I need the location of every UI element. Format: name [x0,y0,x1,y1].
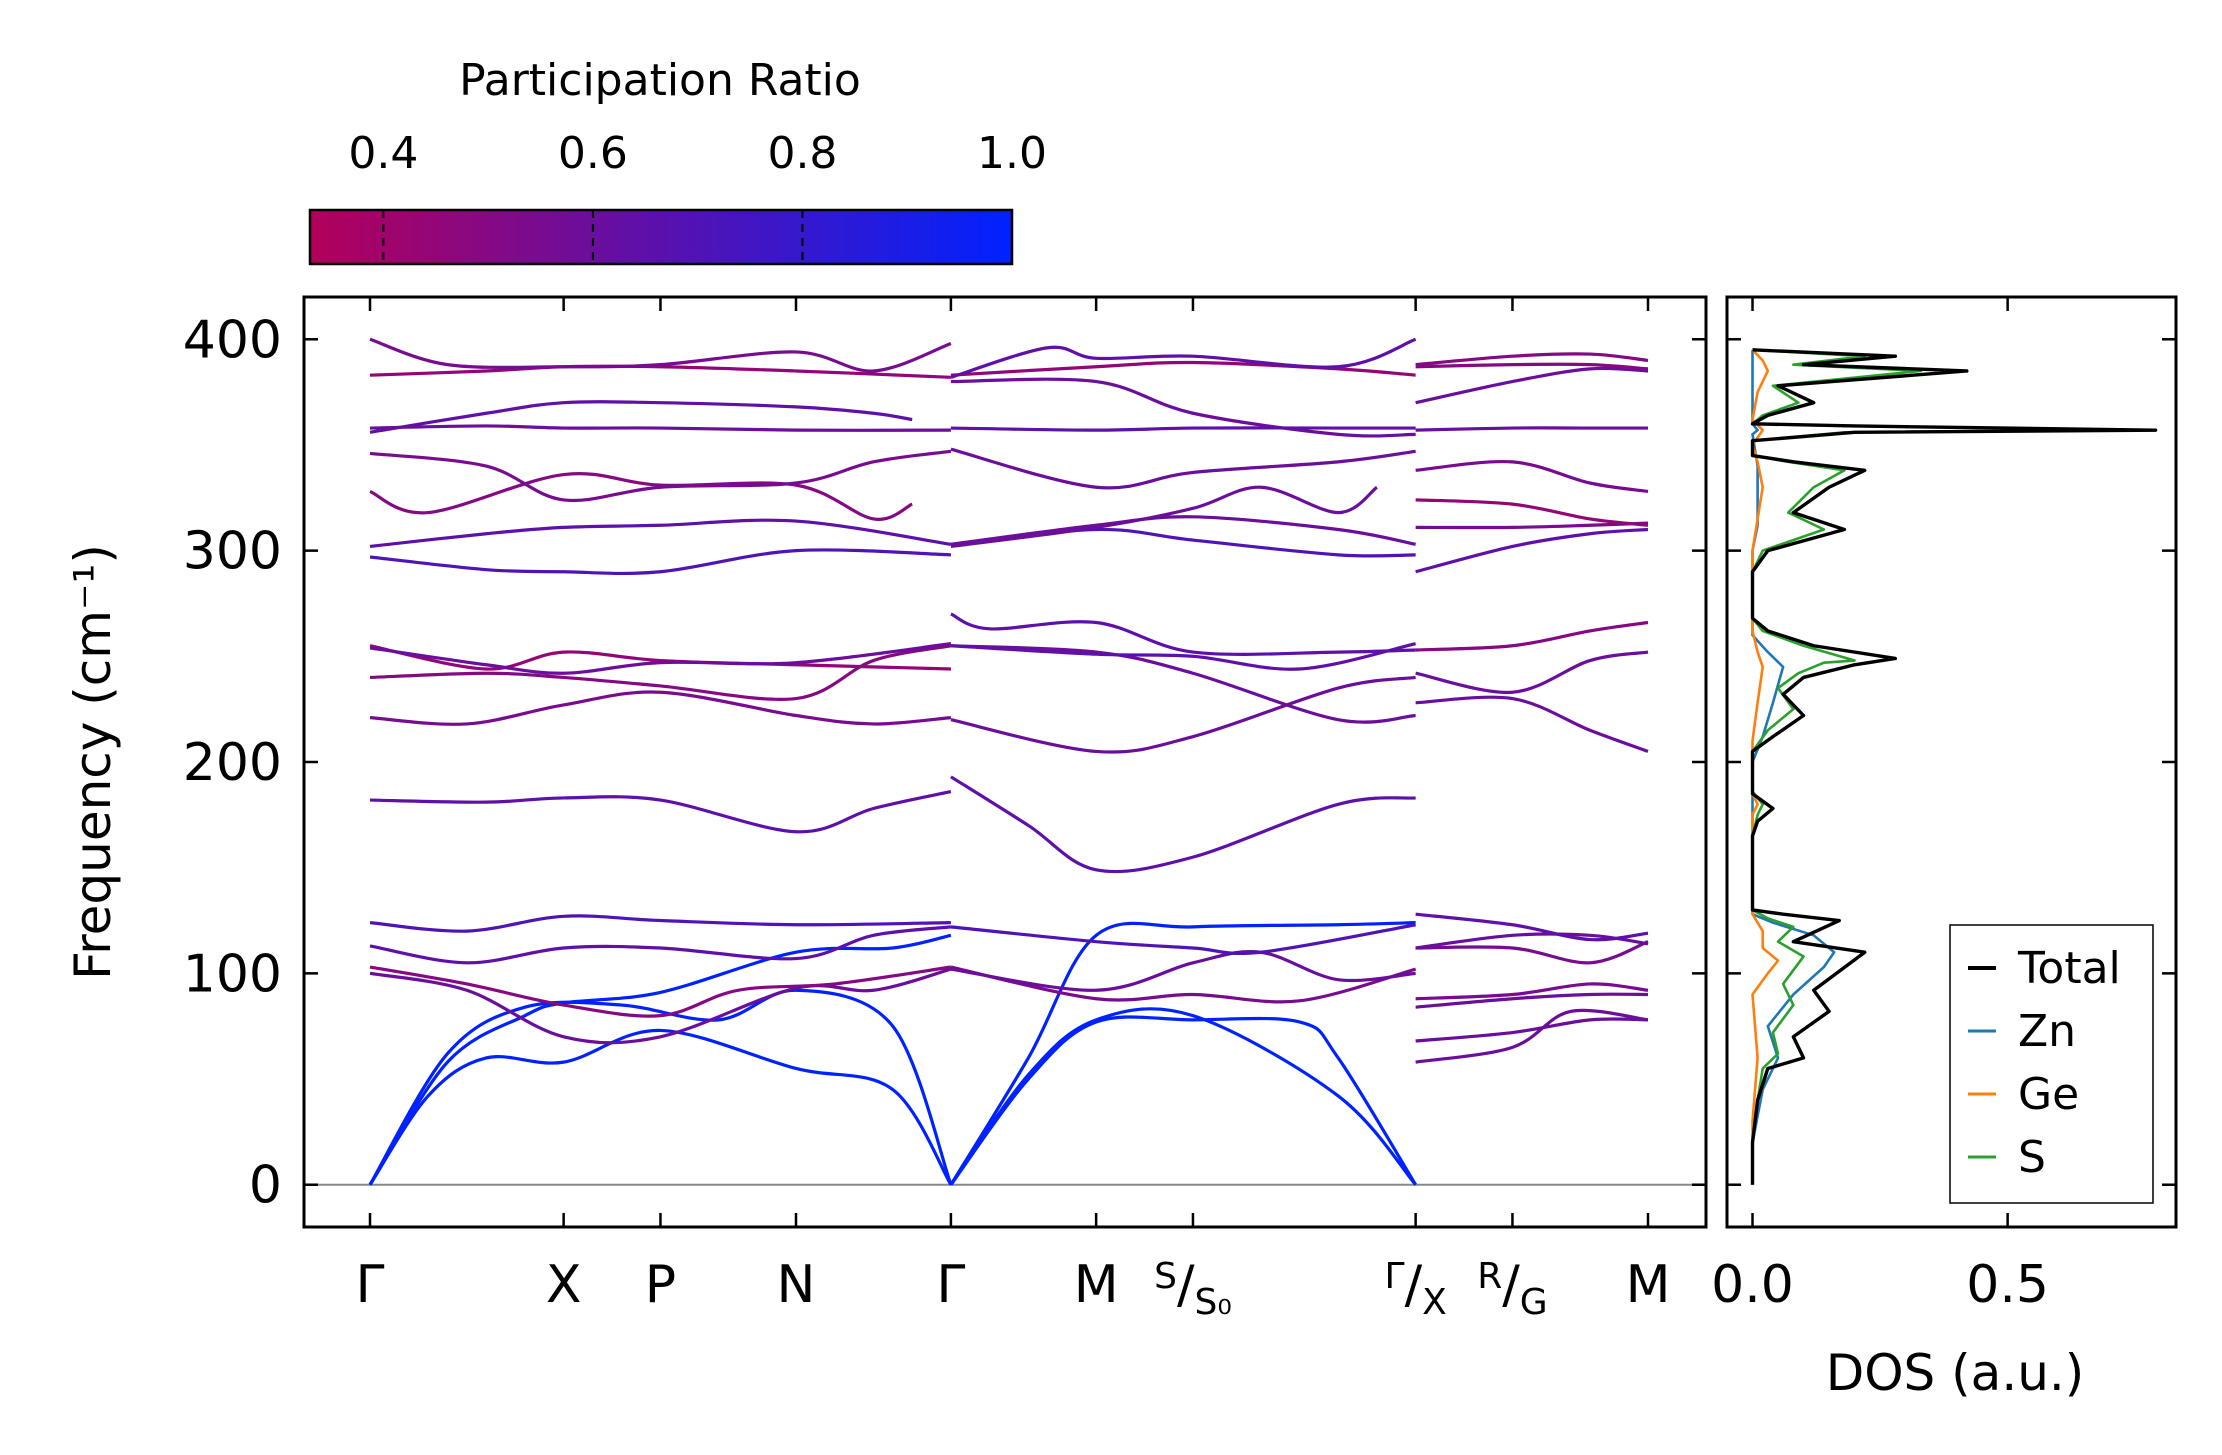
y-tick-label: 200 [183,733,282,793]
high-symmetry-label: Γ/X [1385,1255,1447,1323]
colorbar-tick-label: 0.4 [348,128,418,179]
high-symmetry-label: X [546,1255,582,1315]
band-x-ticks: Γ X P N Γ M S/S₀ Γ/X R/G M [356,297,1671,1323]
phonon-branch [1415,982,1649,1001]
dos-y-ticks [1727,338,2176,1186]
dos-x-tick-label: 0.5 [1966,1255,2049,1315]
phonon-branch [1415,426,1648,432]
phonon-branch [950,447,1416,490]
phonon-branch [950,644,1416,724]
phonon-branch [950,485,1378,548]
phonon-branch [1415,1017,1649,1043]
phonon-branch [950,426,1416,432]
phonon-branch [950,950,1416,992]
legend-label: S [2018,1132,2046,1183]
colorbar-tick-label: 0.6 [558,128,628,179]
phonon-branch [1415,521,1649,530]
phonon-branch [369,337,952,373]
colorbar-ticks: 0.4 0.6 0.8 1.0 [348,128,1047,264]
phonon-branch [1415,527,1649,574]
phonon-branch [949,1015,1418,1186]
phonon-branch [949,921,1416,1186]
legend-label: Ge [2018,1069,2079,1120]
phonon-branch [369,644,951,671]
high-symmetry-label: M [1074,1255,1119,1315]
phonon-branch [950,642,1416,671]
phonon-branch [368,1028,953,1186]
high-symmetry-label: S/S₀ [1154,1255,1232,1323]
dos-curve-total [1750,348,2158,1185]
high-symmetry-label: M [1626,1255,1671,1315]
band-y-ticks: 0 100 200 300 400 [183,310,1706,1216]
phonon-branch [369,548,951,575]
colorbar-tick-label: 1.0 [977,128,1047,179]
phonon-branch [1415,362,1649,371]
legend-label: Zn [2018,1006,2076,1057]
colorbar-tick-label: 0.8 [767,128,837,179]
phonon-branch [950,337,1417,379]
phonon-branch [369,642,952,675]
phonon-branch [1415,620,1649,652]
phonon-branch [369,914,951,933]
phonon-branch [1415,498,1649,527]
phonon-branch [1415,695,1649,753]
phonon-branch [1415,1008,1649,1064]
phonon-branch [1415,366,1649,405]
y-tick-label: 100 [183,944,282,1004]
phonon-branch [369,790,952,834]
phonon-branch [950,515,1416,546]
phonon-branch [1415,912,1649,942]
phonon-branch [1415,992,1649,1009]
band-y-axis-label: Frequency (cm⁻¹) [64,544,122,980]
high-symmetry-label: R/G [1477,1255,1547,1323]
phonon-branch [950,360,1416,377]
phonon-branch [369,690,952,726]
colorbar-gradient [308,208,1014,266]
phonon-branch [1415,352,1649,367]
band-axes-frame [302,295,1708,1229]
dos-legend: Total Zn Ge S [1949,924,2154,1204]
y-tick-label: 400 [183,310,282,370]
dos-lines [1750,348,2158,1185]
dos-x-tick-label: 0.0 [1711,1255,1794,1315]
band-structure-panel: 0 100 200 300 400 Γ X P N Γ M S/S₀ Γ/X R/G M Frequenc… [64,295,1708,1323]
legend-label: Total [2017,943,2121,994]
phonon-branch [368,988,953,1186]
phonon-branch [1415,650,1649,694]
phonon-branch [369,518,952,549]
high-symmetry-label: N [777,1255,816,1315]
phonon-branch [1415,940,1649,965]
phonon-branch [369,967,952,1045]
y-tick-label: 300 [183,522,282,582]
phonon-branch [949,1007,1417,1186]
high-symmetry-label: P [645,1255,676,1315]
phonon-branch [950,923,1416,956]
colorbar-title: Participation Ratio [459,55,861,106]
phonon-branch [950,612,1416,656]
phonon-branch [369,965,952,1018]
phonon-branch [369,644,952,701]
high-symmetry-label: Γ [936,1255,965,1315]
phonon-branch [369,424,951,432]
phonon-branch [369,400,913,434]
high-symmetry-label: Γ [356,1255,385,1315]
phonon-branch [950,775,1416,874]
phonon-branch [1415,459,1649,494]
phonon-branch [950,675,1416,754]
dos-panel: 0.0 0.5 DOS (a.u.) Total Zn Ge S [1711,295,2178,1402]
band-lines [368,337,1649,1186]
y-tick-label: 0 [249,1156,282,1216]
phonon-branch [950,965,1417,1004]
dos-x-axis-label: DOS (a.u.) [1826,1344,2085,1402]
phonon-branch [950,377,1416,438]
dos-x-ticks: 0.0 0.5 [1711,297,2049,1315]
phonon-branch [369,472,913,521]
colorbar: Participation Ratio 0.4 0.6 0.8 1.0 [308,55,1047,266]
phonon-branch [369,925,952,965]
phonon-branch [369,449,952,503]
phonon-branch [368,933,952,1186]
